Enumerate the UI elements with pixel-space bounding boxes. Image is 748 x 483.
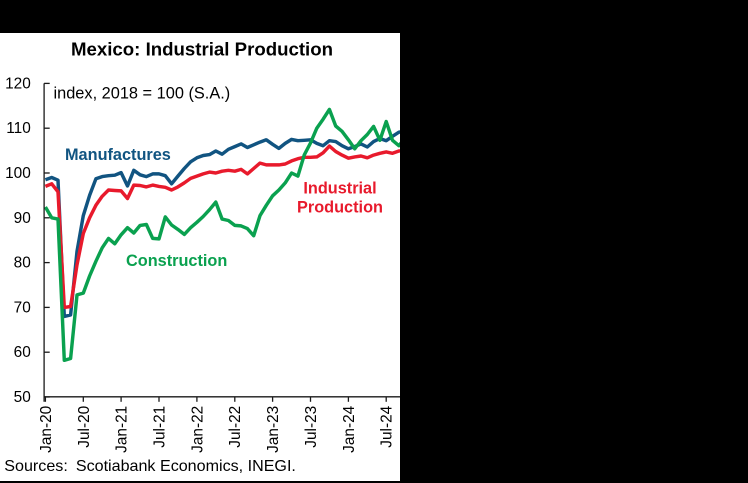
- svg-text:Jan-22: Jan-22: [189, 406, 206, 453]
- svg-text:120: 120: [5, 75, 31, 92]
- svg-text:100: 100: [5, 165, 31, 182]
- svg-text:Production: Production: [297, 199, 383, 217]
- svg-text:Jul-22: Jul-22: [227, 406, 244, 448]
- svg-text:Jan-23: Jan-23: [265, 406, 282, 453]
- svg-text:Jul-21: Jul-21: [152, 406, 169, 448]
- svg-text:Jul-23: Jul-23: [303, 406, 320, 448]
- svg-text:Manufactures: Manufactures: [65, 146, 171, 164]
- svg-text:90: 90: [14, 210, 31, 227]
- svg-text:Jan-24: Jan-24: [341, 405, 358, 452]
- svg-text:80: 80: [14, 255, 31, 272]
- svg-text:Jan-20: Jan-20: [38, 406, 55, 453]
- svg-text:Jul-20: Jul-20: [76, 406, 93, 448]
- svg-text:index, 2018 = 100 (S.A.): index, 2018 = 100 (S.A.): [54, 85, 231, 103]
- svg-text:Construction: Construction: [126, 252, 227, 270]
- svg-text:Mexico: Industrial Production: Mexico: Industrial Production: [71, 39, 333, 60]
- svg-text:Jul-24: Jul-24: [379, 405, 396, 447]
- svg-text:60: 60: [14, 344, 31, 361]
- svg-text:50: 50: [14, 389, 31, 406]
- svg-text:Sources: Scotiabank Economics,: Sources: Scotiabank Economics, INEGI.: [4, 457, 296, 475]
- svg-text:110: 110: [6, 120, 31, 137]
- svg-text:Jan-21: Jan-21: [114, 406, 131, 453]
- svg-text:70: 70: [14, 299, 31, 316]
- svg-text:Industrial: Industrial: [303, 180, 376, 198]
